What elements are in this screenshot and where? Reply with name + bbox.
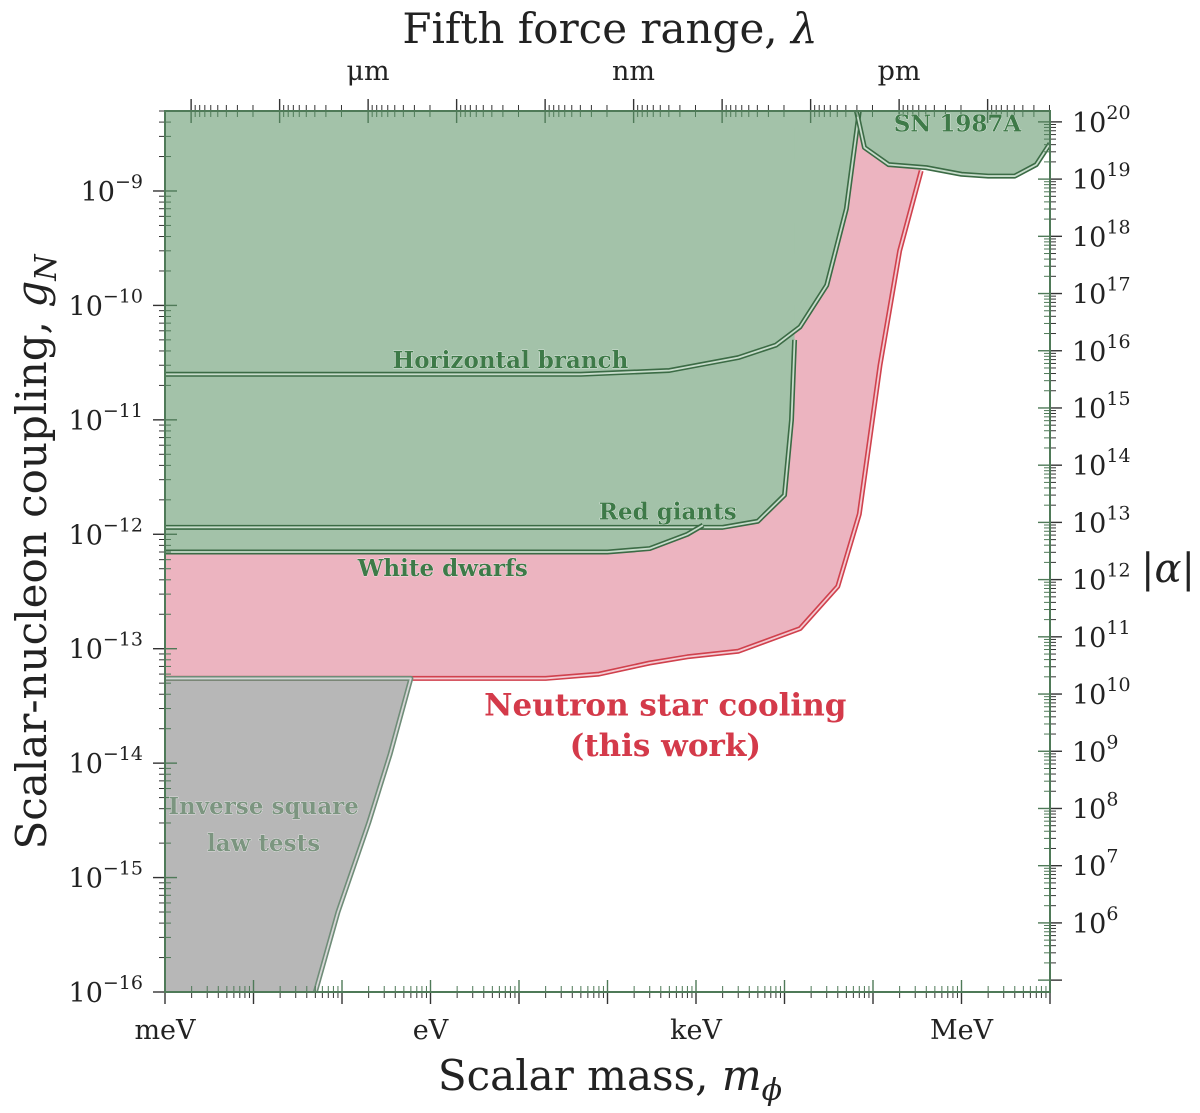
right-tick-label: 1012 [1072, 560, 1131, 597]
top-tick-label: μm [346, 56, 389, 87]
horizontal-branch-line [165, 111, 861, 376]
right-tick-label: 1015 [1072, 388, 1131, 425]
label-isl1: Inverse square [168, 793, 359, 820]
label-hb: Horizontal branch [392, 347, 628, 374]
left-tick-label: 10−9 [81, 171, 143, 208]
right-tick-label: 1011 [1072, 617, 1131, 654]
excluded-regions [165, 111, 1050, 992]
right-tick-label: 1020 [1072, 102, 1131, 139]
right-tick-label: 1017 [1072, 274, 1131, 311]
left-tick-label: 10−10 [69, 285, 143, 322]
bottom-tick-label: eV [413, 1015, 449, 1046]
bottom-tick-label: MeV [930, 1015, 994, 1046]
right-tick-label: 106 [1072, 903, 1118, 940]
right-tick-label: 107 [1072, 846, 1118, 883]
plot-frame [164, 110, 1051, 993]
region-labels: Horizontal branch Red giants White dwarfs S… [168, 110, 1023, 857]
left-tick-label: 10−12 [69, 514, 143, 551]
inverse-square-line [165, 677, 412, 992]
left-tick-label: 10−11 [69, 400, 143, 437]
right-tick-label: 1013 [1072, 502, 1131, 539]
left-tick-label: 10−14 [69, 743, 143, 780]
label-sn: SN 1987A [894, 111, 1023, 138]
inverse-square-region [165, 678, 411, 992]
bottom-tick-label: keV [670, 1015, 722, 1046]
label-ns1: Neutron star cooling [484, 688, 846, 724]
right-tick-label: 1014 [1072, 445, 1131, 482]
tick-labels: meV eV keV MeV μm nm pm 10−9 10−10 10−11 10−12 10−1… [69, 56, 1131, 1046]
label-wd: White dwarfs [357, 555, 528, 582]
bottom-tick-label: meV [134, 1015, 196, 1046]
white-dwarfs-region [165, 111, 704, 552]
right-tick-label: 1010 [1072, 674, 1131, 711]
red-giants-line [165, 339, 796, 529]
sn1987a-region [856, 111, 1050, 177]
label-isl2: law tests [207, 830, 320, 857]
label-rg: Red giants [599, 498, 737, 525]
right-tick-label: 1019 [1072, 159, 1131, 196]
left-tick-label: 10−13 [69, 629, 143, 666]
sn1987a-line [855, 111, 1050, 177]
bottom-axis-title: Scalar mass, mϕ [438, 1051, 782, 1108]
neutron-star-line [165, 170, 923, 680]
right-tick-label: 1018 [1072, 216, 1131, 253]
left-tick-label: 10−15 [69, 858, 143, 895]
left-tick-label: 10−16 [69, 972, 143, 1009]
top-tick-label: nm [612, 56, 655, 87]
top-tick-label: pm [878, 56, 921, 87]
right-axis-title: |α| [1141, 546, 1195, 592]
left-axis-title: Scalar-nucleon coupling, gN [7, 253, 64, 850]
right-tick-label: 108 [1072, 788, 1118, 825]
right-tick-label: 109 [1072, 731, 1118, 768]
white-dwarfs-line [165, 524, 704, 553]
top-axis-title: Fifth force range, λ [402, 4, 817, 53]
label-ns2: (this work) [570, 728, 761, 764]
right-tick-label: 1016 [1072, 331, 1131, 368]
